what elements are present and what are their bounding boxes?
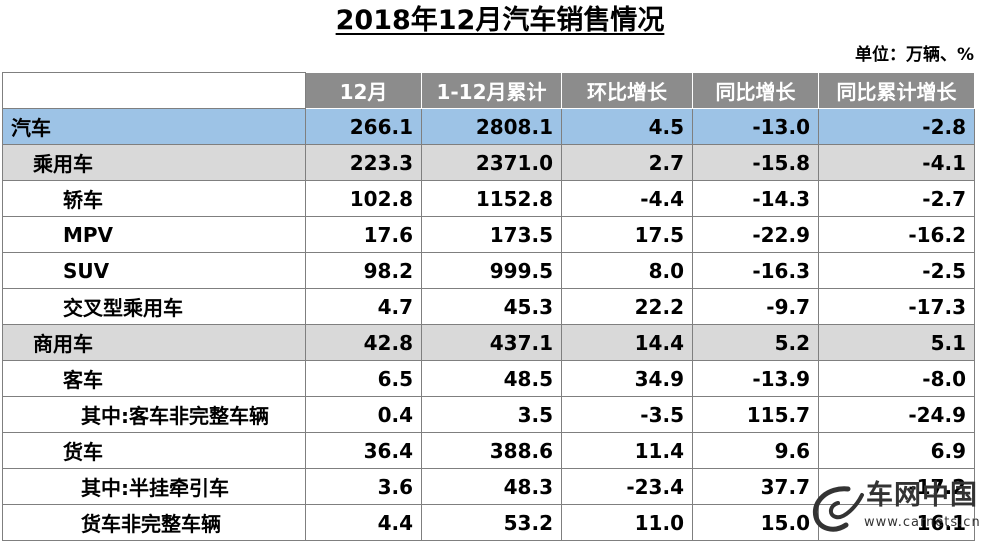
cell-value: -17.2	[818, 468, 975, 505]
cell-value: 48.3	[421, 468, 562, 505]
header-cell-yoy-cumulative: 同比累计增长	[818, 72, 975, 109]
cell-value: 2371.0	[421, 144, 562, 181]
header-cell-blank	[2, 72, 306, 109]
cell-value: -2.8	[818, 108, 975, 145]
row-label: 其中:半挂牵引车	[2, 468, 306, 505]
row-label: 客车	[2, 360, 306, 397]
cell-value: 173.5	[421, 216, 562, 253]
row-label: 商用车	[2, 324, 306, 361]
row-label: 轿车	[2, 180, 306, 217]
cell-value: 45.3	[421, 288, 562, 325]
table-row: 其中:客车非完整车辆 0.4 3.5 -3.5 115.7 -24.9	[2, 396, 975, 433]
sales-table: 12月 1-12月累计 环比增长 同比增长 同比累计增长 汽车 266.1 28…	[2, 72, 975, 541]
cell-value: 9.6	[692, 432, 819, 469]
row-label: 货车	[2, 432, 306, 469]
cell-value: 17.6	[305, 216, 422, 253]
cell-value: 16.1	[818, 504, 975, 541]
row-label: 货车非完整车辆	[2, 504, 306, 541]
cell-value: 4.5	[561, 108, 693, 145]
cell-value: -24.9	[818, 396, 975, 433]
table-row: 商用车 42.8 437.1 14.4 5.2 5.1	[2, 324, 975, 361]
cell-value: -22.9	[692, 216, 819, 253]
cell-value: -16.2	[818, 216, 975, 253]
cell-value: 4.7	[305, 288, 422, 325]
cell-value: 2808.1	[421, 108, 562, 145]
cell-value: 14.4	[561, 324, 693, 361]
cell-value: 437.1	[421, 324, 562, 361]
header-cell-yoy: 同比增长	[692, 72, 819, 109]
cell-value: 11.4	[561, 432, 693, 469]
cell-value: 15.0	[692, 504, 819, 541]
cell-value: -23.4	[561, 468, 693, 505]
cell-value: -2.5	[818, 252, 975, 289]
cell-value: 53.2	[421, 504, 562, 541]
table-row: 客车 6.5 48.5 34.9 -13.9 -8.0	[2, 360, 975, 397]
cell-value: 102.8	[305, 180, 422, 217]
watermark: 车网中国 www.carnets.cn	[808, 479, 994, 543]
cell-value: -9.7	[692, 288, 819, 325]
header-cell-cumulative: 1-12月累计	[421, 72, 562, 109]
cell-value: 36.4	[305, 432, 422, 469]
table-row: 汽车 266.1 2808.1 4.5 -13.0 -2.8	[2, 108, 975, 145]
cell-value: 37.7	[692, 468, 819, 505]
cn-swoosh-logo-icon	[812, 486, 864, 532]
cell-value: -8.0	[818, 360, 975, 397]
row-label: MPV	[2, 216, 306, 253]
cell-value: 388.6	[421, 432, 562, 469]
row-label: 汽车	[2, 108, 306, 145]
cell-value: 2.7	[561, 144, 693, 181]
cell-value: -13.0	[692, 108, 819, 145]
cell-value: 999.5	[421, 252, 562, 289]
cell-value: -16.3	[692, 252, 819, 289]
table-row: MPV 17.6 173.5 17.5 -22.9 -16.2	[2, 216, 975, 253]
header-cell-month: 12月	[305, 72, 422, 109]
cell-value: -2.7	[818, 180, 975, 217]
row-label: 交叉型乘用车	[2, 288, 306, 325]
cell-value: 22.2	[561, 288, 693, 325]
cell-value: 98.2	[305, 252, 422, 289]
cell-value: -4.1	[818, 144, 975, 181]
table-row: 交叉型乘用车 4.7 45.3 22.2 -9.7 -17.3	[2, 288, 975, 325]
unit-label: 单位：万辆、%	[854, 45, 974, 65]
cell-value: 8.0	[561, 252, 693, 289]
cell-value: 1152.8	[421, 180, 562, 217]
cell-value: 223.3	[305, 144, 422, 181]
table-row: 轿车 102.8 1152.8 -4.4 -14.3 -2.7	[2, 180, 975, 217]
cell-value: 115.7	[692, 396, 819, 433]
table-row: 货车非完整车辆 4.4 53.2 11.0 15.0 16.1	[2, 504, 975, 541]
cell-value: 0.4	[305, 396, 422, 433]
watermark-text: 车网中国	[866, 480, 978, 511]
cell-value: 3.6	[305, 468, 422, 505]
cell-value: 3.5	[421, 396, 562, 433]
cell-value: -4.4	[561, 180, 693, 217]
cell-value: 48.5	[421, 360, 562, 397]
row-label: 乘用车	[2, 144, 306, 181]
cell-value: 34.9	[561, 360, 693, 397]
table-row: 货车 36.4 388.6 11.4 9.6 6.9	[2, 432, 975, 469]
cell-value: 6.5	[305, 360, 422, 397]
cell-value: 6.9	[818, 432, 975, 469]
cell-value: 42.8	[305, 324, 422, 361]
cell-value: 5.2	[692, 324, 819, 361]
cell-value: -3.5	[561, 396, 693, 433]
page-title: 2018年12月汽车销售情况	[335, 5, 665, 36]
cell-value: 266.1	[305, 108, 422, 145]
cell-value: -17.3	[818, 288, 975, 325]
row-label: 其中:客车非完整车辆	[2, 396, 306, 433]
table-row: SUV 98.2 999.5 8.0 -16.3 -2.5	[2, 252, 975, 289]
cell-value: -13.9	[692, 360, 819, 397]
table-header-row: 12月 1-12月累计 环比增长 同比增长 同比累计增长	[2, 72, 975, 109]
cell-value: 4.4	[305, 504, 422, 541]
cell-value: 5.1	[818, 324, 975, 361]
row-label: SUV	[2, 252, 306, 289]
cell-value: 11.0	[561, 504, 693, 541]
watermark-url: www.carnets.cn	[864, 515, 981, 530]
header-cell-mom: 环比增长	[561, 72, 693, 109]
cell-value: 17.5	[561, 216, 693, 253]
cell-value: -14.3	[692, 180, 819, 217]
table-row: 乘用车 223.3 2371.0 2.7 -15.8 -4.1	[2, 144, 975, 181]
cell-value: -15.8	[692, 144, 819, 181]
